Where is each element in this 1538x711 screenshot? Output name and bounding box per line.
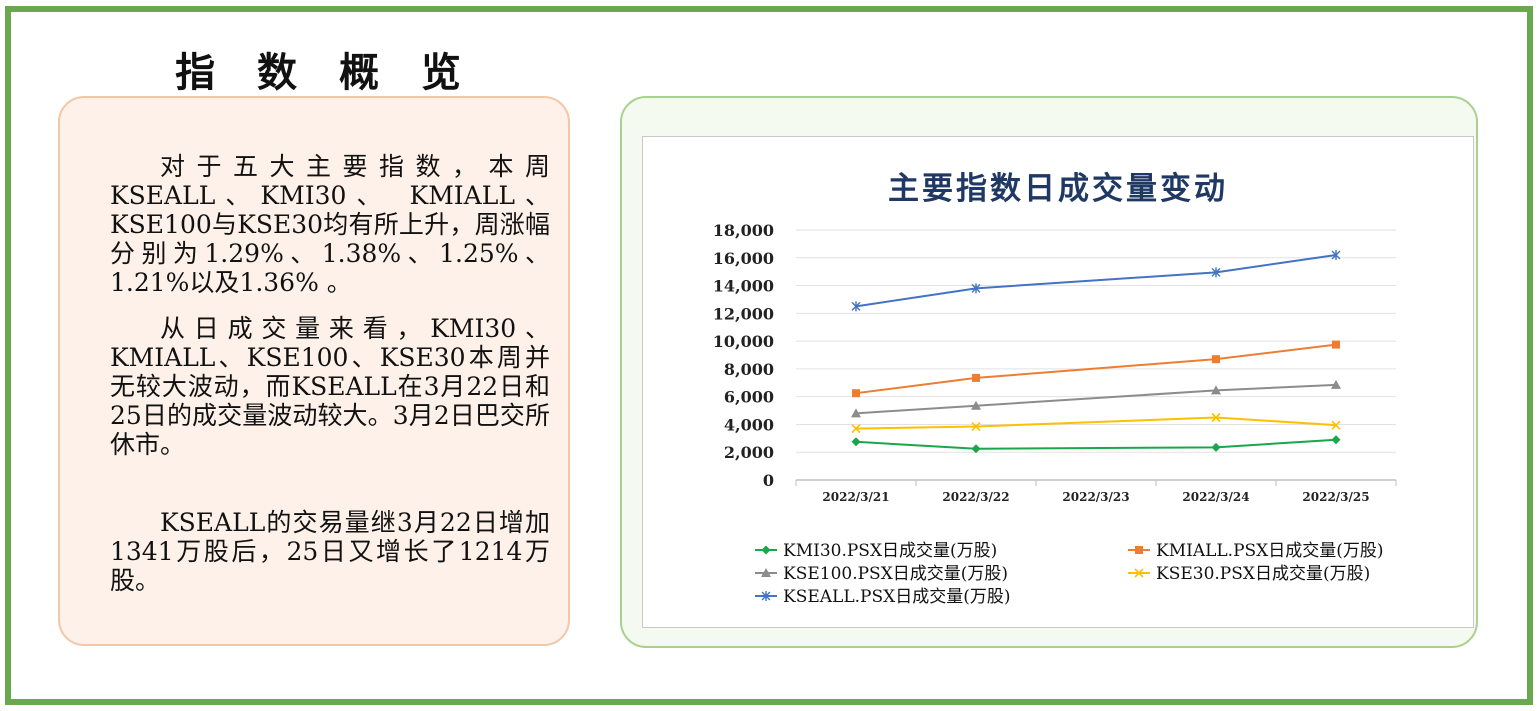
data-point <box>761 591 771 601</box>
x-tick-label: 2022/3/21 <box>822 490 889 504</box>
series-line <box>855 438 1337 450</box>
x-tick-label: 2022/3/22 <box>942 490 1009 504</box>
data-point <box>851 424 861 434</box>
volume-line-chart: 0 2,000 4,000 6,000 8,000 10,000 12,000 14,000 1… <box>713 171 1397 607</box>
legend-label: KSEALL.PSX日成交量(万股) <box>783 587 1010 607</box>
data-point <box>851 437 861 447</box>
data-point <box>1135 546 1143 554</box>
y-tick-label: 18,000 <box>713 221 774 240</box>
data-point <box>1331 250 1341 260</box>
data-point <box>971 421 981 432</box>
data-point <box>1331 379 1341 389</box>
data-point <box>761 568 771 577</box>
data-point <box>761 545 771 555</box>
series-line <box>855 383 1337 415</box>
series-line <box>855 343 1337 395</box>
data-point <box>971 400 981 410</box>
summary-paragraph-2: 从日成交量来看，KMI30、KMIALL、KSE100、KSE30本周并无较大波… <box>110 314 550 459</box>
y-tick-label: 2,000 <box>724 443 774 462</box>
data-point <box>1211 267 1221 278</box>
y-tick-label: 16,000 <box>713 249 774 268</box>
data-point <box>971 444 981 454</box>
chart-panel: 0 2,000 4,000 6,000 8,000 10,000 12,000 14,000 1… <box>620 96 1478 648</box>
data-point <box>971 283 981 294</box>
data-point <box>1134 568 1144 578</box>
y-tick-label: 6,000 <box>724 388 774 407</box>
y-tick-label: 10,000 <box>713 332 774 351</box>
page-frame <box>5 6 1533 705</box>
summary-paragraph-1: 对于五大主要指数，本周KSEALL、KMI30、 KMIALL、KSE100与K… <box>110 152 550 297</box>
data-point <box>1211 442 1221 452</box>
x-tick-label: 2022/3/25 <box>1302 490 1369 504</box>
y-tick-label: 0 <box>763 471 774 490</box>
legend-label: KMI30.PSX日成交量(万股) <box>783 541 997 561</box>
data-point <box>852 389 860 398</box>
data-point <box>851 408 861 418</box>
legend-label: KSE30.PSX日成交量(万股) <box>1156 564 1370 584</box>
data-point <box>972 373 980 382</box>
series-line <box>855 254 1337 308</box>
page-title: 指 数 概 览 <box>175 49 475 96</box>
data-point <box>1211 412 1221 423</box>
x-tick-label: 2022/3/24 <box>1182 490 1249 504</box>
chart-title: 主要指数日成交量变动 <box>888 171 1228 207</box>
y-tick-label: 8,000 <box>724 360 774 379</box>
summary-panel: 对于五大主要指数，本周KSEALL、KMI30、 KMIALL、KSE100与K… <box>58 96 570 646</box>
series-line <box>855 416 1337 430</box>
x-tick-label: 2022/3/23 <box>1062 490 1129 504</box>
data-point <box>1331 420 1341 430</box>
data-point <box>1332 340 1340 349</box>
y-tick-label: 4,000 <box>724 415 774 434</box>
chart-area: 0 2,000 4,000 6,000 8,000 10,000 12,000 14,000 1… <box>642 136 1474 628</box>
y-tick-label: 12,000 <box>713 304 774 323</box>
legend-label: KSE100.PSX日成交量(万股) <box>783 564 1008 584</box>
y-tick-label: 14,000 <box>713 277 774 296</box>
data-point <box>1211 385 1221 395</box>
data-point <box>1212 355 1220 364</box>
data-point <box>1331 435 1341 445</box>
legend-label: KMIALL.PSX日成交量(万股) <box>1156 541 1384 561</box>
data-point <box>851 301 861 312</box>
summary-paragraph-3: KSEALL的交易量继3月22日增加1341万股后，25日又增长了1214万股。 <box>110 508 550 595</box>
